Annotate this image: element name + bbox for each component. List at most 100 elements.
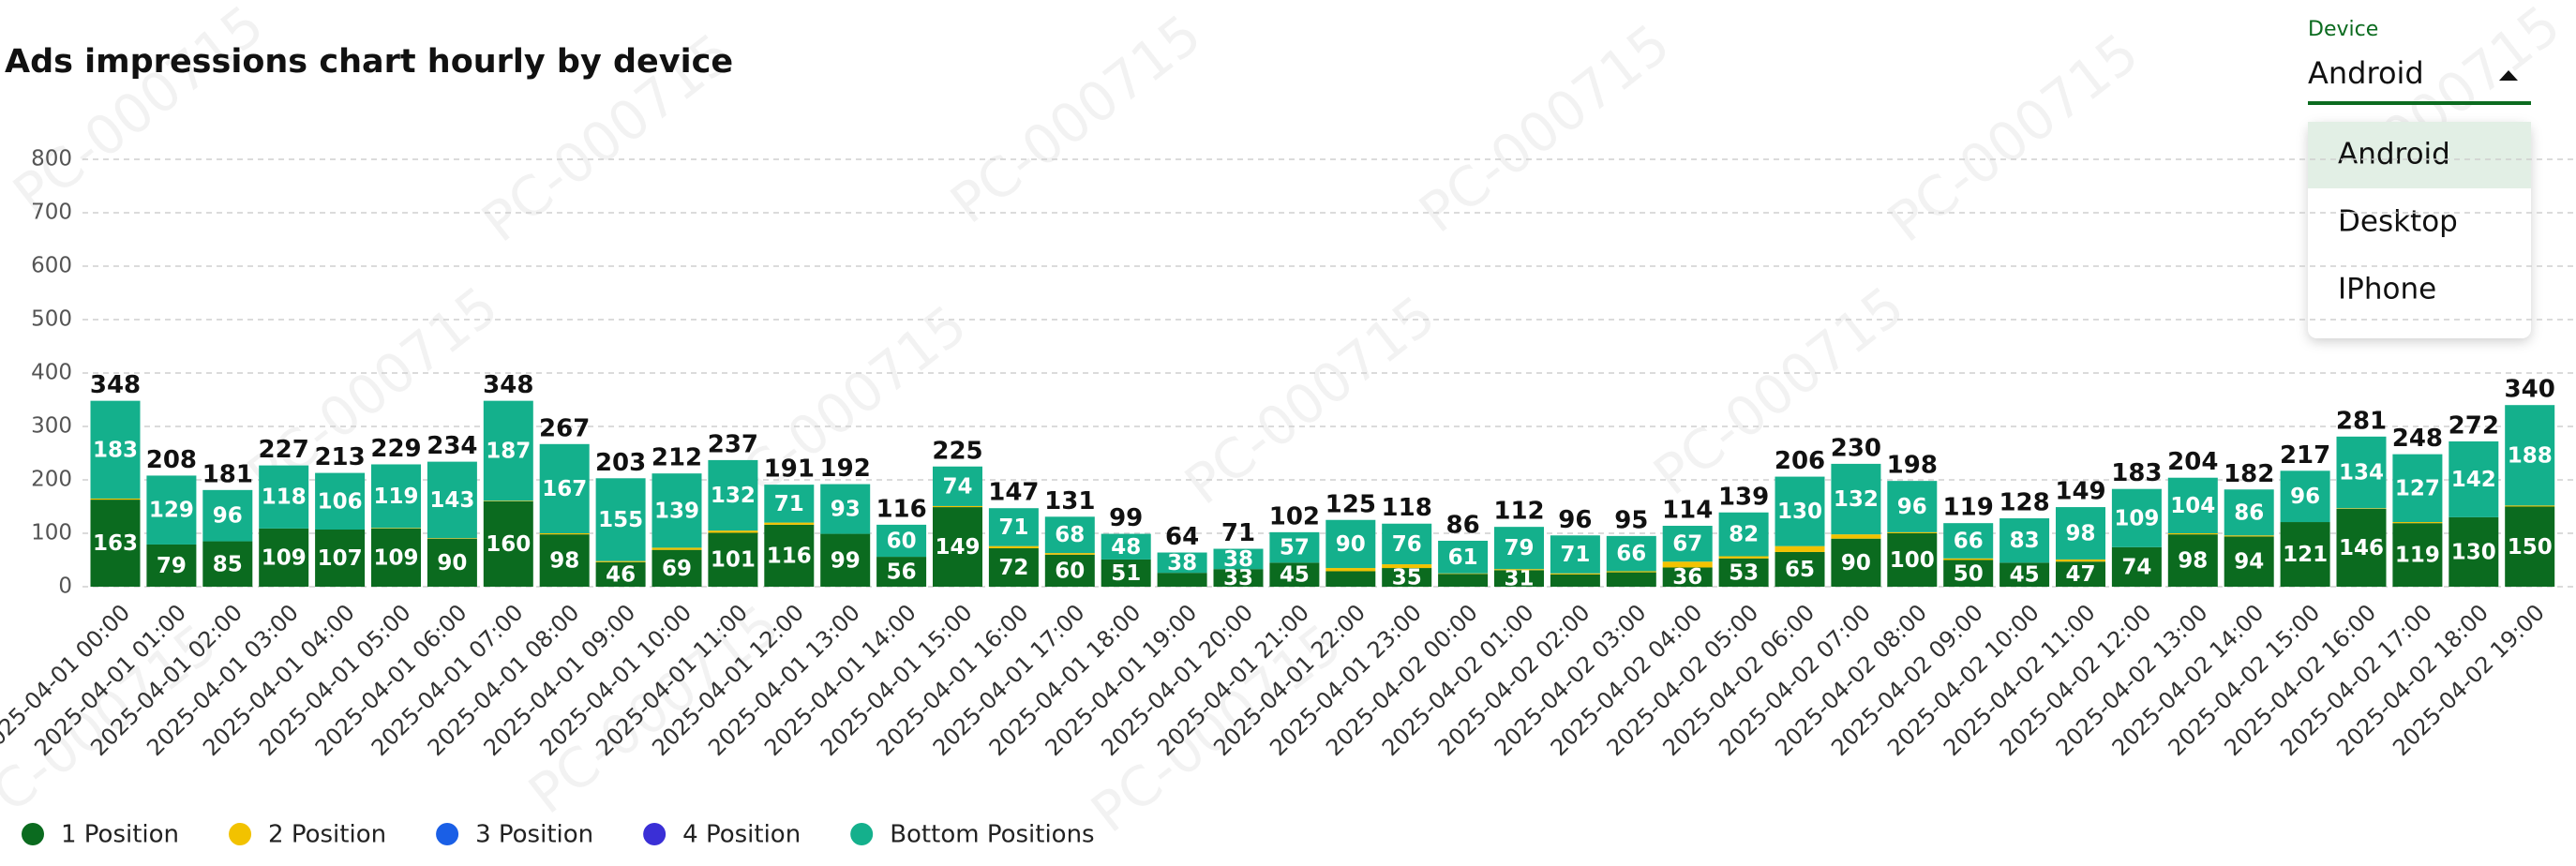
total-label: 71 [1221,519,1255,547]
bar-segment [2449,440,2499,517]
bar-segment [651,549,702,587]
segment-label: 61 [1448,545,1478,570]
segment-label: 132 [1834,487,1879,512]
segment-label: 129 [149,499,194,523]
segment-label: 99 [831,548,861,573]
bar-segment [315,530,366,587]
total-label: 95 [1614,506,1648,534]
total-label: 208 [146,446,197,474]
segment-label: 50 [1954,561,1984,586]
total-label: 149 [2055,478,2105,506]
segment-label: 38 [1167,551,1197,575]
bar-segment [1494,570,1544,587]
bar-segment [2392,523,2443,587]
menu-item-highlight [2308,122,2531,188]
bar-segment [1606,571,1656,573]
watermark: PC-000715 [1407,11,1681,245]
bar-segment [1606,572,1656,587]
total-label: 131 [1044,487,1095,515]
bar-segment [1269,531,1320,563]
bar-segment [651,547,702,550]
select-value[interactable]: Android [2308,55,2424,91]
bar-segment [2167,533,2218,535]
segment-label: 160 [486,532,531,557]
bar-segment [933,507,982,587]
bar-segment [820,484,871,534]
bar-segment [651,473,702,548]
bar-segment [202,541,253,587]
bar-segment [1831,463,1881,535]
total-label: 139 [1718,483,1769,511]
total-label: 182 [2224,460,2274,488]
bar-segment [1157,552,1207,574]
bar-segment [1325,571,1376,587]
bar-segment [539,533,590,535]
bar-segment [876,557,927,587]
legend-swatch [22,823,44,845]
segment-label: 93 [831,498,861,522]
y-tick-label: 700 [31,201,72,225]
bar-segment [1550,573,1600,575]
total-label: 119 [1943,494,1994,522]
segment-label: 66 [1954,529,1984,553]
bar-segment [708,459,758,531]
segment-label: 56 [887,560,917,585]
bar-segment [2056,507,2105,560]
segment-label: 66 [1616,542,1646,566]
legend-swatch [850,823,874,845]
segment-label: 106 [318,489,363,514]
bar-segment [90,500,141,587]
y-tick-label: 100 [31,521,72,545]
segment-label: 79 [157,554,187,578]
total-label: 348 [90,371,141,399]
segment-label: 79 [1504,536,1534,560]
menu-option[interactable]: Desktop [2338,205,2458,239]
bar-segment [595,478,646,561]
bar-segment [988,508,1039,546]
segment-label: 94 [2234,550,2264,575]
bar-segment [259,465,309,529]
segment-label: 132 [711,484,756,508]
bar-segment [2111,488,2162,547]
bar-segment [1101,533,1151,560]
bar-segment [764,485,815,523]
bar-segment [146,475,197,545]
bar-segment [1269,562,1320,587]
watermark: PC-000715 [1,0,275,227]
segment-label: 90 [1841,551,1871,575]
segment-label: 98 [2178,549,2208,574]
total-label: 181 [202,460,253,488]
segment-label: 96 [213,504,243,529]
bar-segment [1438,573,1489,575]
y-tick-label: 600 [31,254,72,278]
total-label: 183 [2111,459,2162,487]
segment-label: 36 [1672,565,1702,590]
segment-label: 57 [1280,536,1310,560]
legend-label: 4 Position [682,821,801,849]
segment-label: 90 [1336,532,1366,557]
segment-label: 130 [2451,540,2496,564]
bar-segment [1550,535,1600,574]
bar-segment [1382,523,1432,565]
segment-label: 98 [2065,522,2095,546]
bar-segment [1438,574,1489,587]
device-select[interactable]: Device Android [2308,18,2531,105]
bar-segment [483,500,533,587]
bar-segment [2167,534,2218,587]
select-arrow[interactable] [2499,70,2518,81]
bar-segment [1662,561,1713,568]
segment-label: 130 [1777,500,1822,524]
y-tick-label: 800 [31,147,72,172]
bar-segment [1999,562,2050,587]
segment-label: 167 [542,477,587,501]
legend-swatch [643,823,666,845]
total-label: 99 [1109,504,1143,532]
bar-segment [2111,546,2162,587]
total-label: 112 [1493,498,1544,526]
menu-option[interactable]: Android [2338,138,2450,172]
bar-segment [933,505,982,508]
segment-label: 45 [2010,563,2040,588]
menu-option[interactable]: IPhone [2338,273,2436,306]
segment-label: 60 [887,529,917,553]
